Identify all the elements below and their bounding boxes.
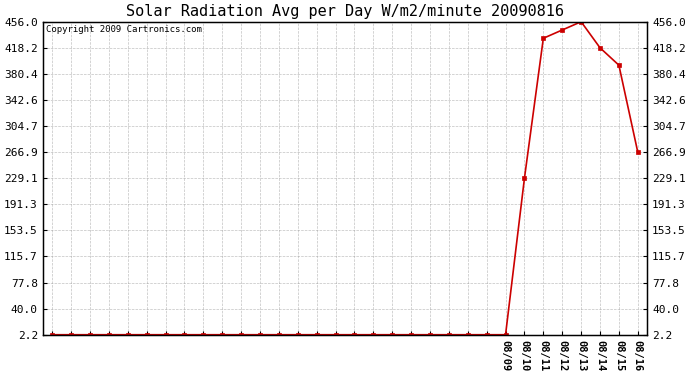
Title: Solar Radiation Avg per Day W/m2/minute 20090816: Solar Radiation Avg per Day W/m2/minute … — [126, 4, 564, 19]
Text: Copyright 2009 Cartronics.com: Copyright 2009 Cartronics.com — [46, 25, 201, 34]
